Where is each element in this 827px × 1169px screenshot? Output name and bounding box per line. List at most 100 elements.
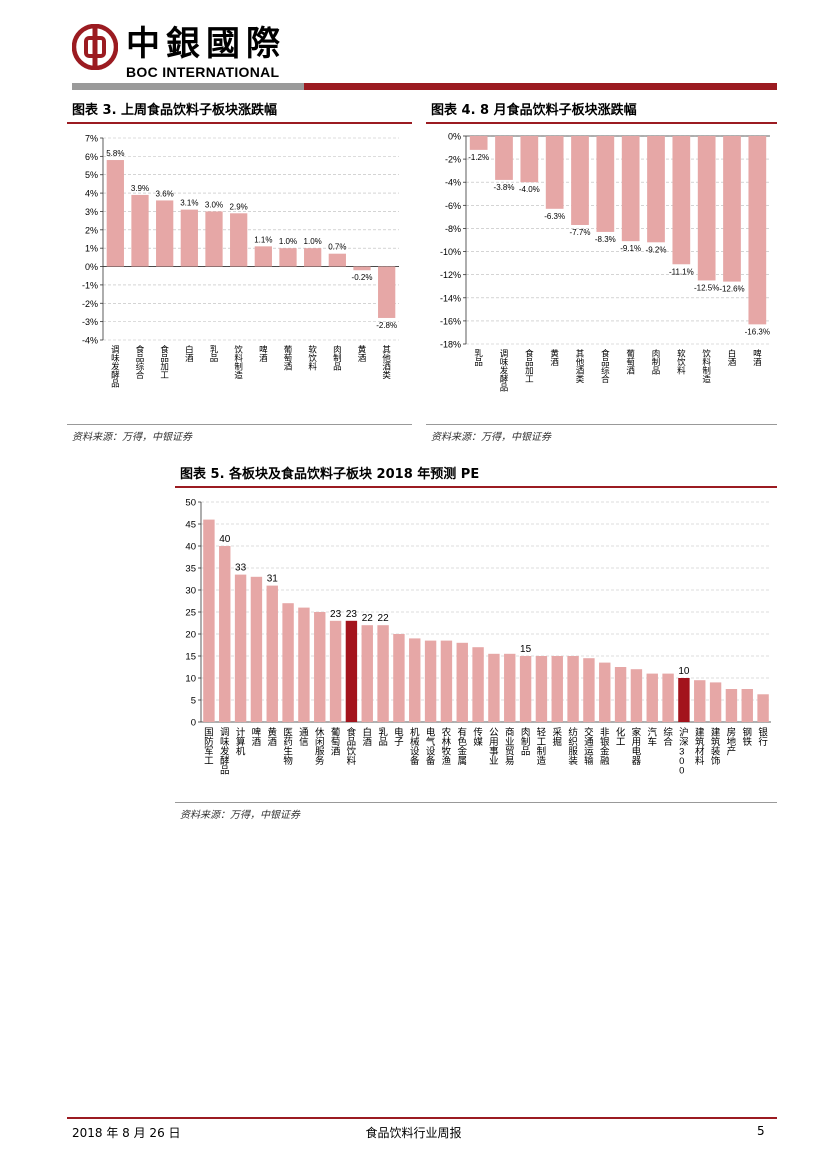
- fig5-chart: 50454035302520151050国防军工40调味发酵品33计算机啤酒31…: [185, 498, 771, 777]
- fig3-data-label: 1.0%: [279, 237, 297, 246]
- fig3-bar: [230, 213, 248, 267]
- fig3-data-label: 3.9%: [131, 184, 149, 193]
- fig5-ytick-label: 40: [185, 542, 196, 553]
- fig3-bar: [106, 160, 124, 267]
- fig5-ytick-label: 50: [185, 498, 196, 509]
- fig5-category-label: 白酒: [363, 727, 373, 749]
- fig5-bar: [345, 620, 358, 722]
- fig5-category-label: 国防军工: [204, 728, 214, 768]
- boc-logo-icon: [72, 24, 118, 70]
- fig4-ytick-label: -18%: [440, 340, 461, 350]
- fig3-category-label: 食品综合: [136, 345, 145, 381]
- fig5-category-label: 农林牧渔: [442, 727, 452, 768]
- fig4-category-label: 饮料制造: [702, 349, 711, 385]
- fig4-category-label: 白酒: [728, 349, 737, 368]
- fig3-data-label: 3.1%: [180, 199, 198, 208]
- fig5-data-label: 23: [330, 609, 342, 620]
- fig3-category-label: 黄酒: [358, 345, 367, 364]
- fig4-category-label: 食品加工: [525, 349, 534, 385]
- fig3-ytick-label: 4%: [85, 189, 98, 199]
- fig3-ytick-label: 0%: [85, 262, 98, 272]
- fig4-bar: [571, 136, 589, 225]
- footer-rule: [67, 1117, 777, 1119]
- fig5-category-label: 调味发酵品: [220, 728, 230, 777]
- fig4-data-label: -4.0%: [519, 185, 540, 194]
- footer-date: 2018 年 8 月 26 日: [72, 1126, 181, 1140]
- fig5-bar: [314, 612, 326, 722]
- fig5-category-label: 休闲服务: [315, 727, 325, 768]
- fig3-source: 资料来源：万得，中银证券: [72, 432, 192, 443]
- fig5-bar: [377, 625, 389, 722]
- fig5-category-label: 公用事业: [489, 728, 499, 768]
- fig5-category-label: 纺织服装: [568, 727, 578, 768]
- fig5-category-label: 食品饮料: [347, 727, 357, 768]
- fig3-category-label: 软饮料: [308, 345, 317, 372]
- fig3-bar: [328, 253, 346, 267]
- fig5-top-rule: [175, 486, 777, 488]
- fig3-data-label: 5.8%: [106, 149, 124, 158]
- fig3-data-label: 3.0%: [205, 200, 223, 209]
- fig4-ytick-label: -2%: [445, 155, 461, 165]
- fig3-title: 图表 3. 上周食品饮料子板块涨跌幅: [72, 103, 278, 118]
- fig5-bar: [409, 638, 421, 722]
- fig4-title: 图表 4. 8 月食品饮料子板块涨跌幅: [431, 103, 637, 118]
- fig5-bar: [472, 647, 484, 722]
- fig4-category-label: 啤酒: [753, 349, 762, 368]
- fig3-category-label: 啤酒: [259, 345, 268, 364]
- fig3-ytick-label: -3%: [82, 317, 98, 327]
- fig5-bar: [393, 634, 405, 722]
- fig5-bar: [694, 680, 706, 722]
- fig3-bottom-rule: [67, 424, 412, 425]
- fig5-category-label: 家用电器: [632, 727, 642, 768]
- fig4-data-label: -7.7%: [570, 228, 591, 237]
- fig5-category-label: 啤酒: [252, 727, 262, 749]
- fig5-bar: [630, 669, 643, 722]
- fig5-category-label: 传媒: [473, 727, 483, 749]
- fig5-bar: [234, 574, 247, 722]
- fig5-ytick-label: 0: [191, 718, 196, 729]
- fig3-data-label: 1.1%: [254, 235, 272, 244]
- fig3-ytick-label: 2%: [85, 225, 98, 235]
- fig3-ytick-label: 7%: [85, 134, 98, 144]
- fig5-category-label: 乳品: [378, 727, 388, 749]
- fig5-category-label: 沪深 3 0 0: [679, 727, 689, 777]
- fig5-bar: [488, 653, 500, 722]
- fig5-bar: [646, 673, 658, 722]
- fig5-category-label: 电子: [394, 727, 404, 749]
- fig4-bar: [596, 136, 615, 232]
- fig4-ytick-label: -6%: [445, 201, 461, 211]
- fig5-category-label: 轻工制造: [537, 727, 547, 768]
- fig5-bar: [662, 673, 674, 722]
- fig5-category-label: 化工: [616, 727, 626, 749]
- fig5-bar: [709, 682, 722, 722]
- fig5-bar: [203, 519, 215, 722]
- fig4-bar: [621, 136, 640, 242]
- fig5-bar: [424, 640, 437, 722]
- fig4-category-label: 调味发酵品: [500, 349, 509, 393]
- fig5-category-label: 综合: [663, 727, 673, 749]
- fig4-data-label: -3.8%: [494, 183, 515, 192]
- fig5-category-label: 采掘: [553, 728, 563, 749]
- logo-english-name: BOC INTERNATIONAL: [126, 64, 280, 80]
- fig5-category-label: 商业贸易: [505, 727, 515, 768]
- fig3-category-label: 白酒: [185, 345, 194, 364]
- fig4-bar: [647, 136, 665, 243]
- fig5-data-label: 22: [362, 613, 374, 624]
- fig5-data-label: 23: [346, 609, 358, 620]
- fig5-data-label: 31: [267, 574, 279, 585]
- footer-page-number: 5: [757, 1124, 765, 1138]
- fig4-chart: 0% -2% -4% -6% -8% -10% -12% -14% -16% -18% -1.2% 乳…: [440, 132, 770, 393]
- fig4-bottom-rule: [426, 424, 777, 425]
- fig3-data-label: 3.6%: [156, 189, 174, 198]
- fig5-category-label: 建筑装饰: [711, 727, 721, 768]
- fig4-ytick-label: -12%: [440, 270, 461, 280]
- fig5-category-label: 钢铁: [743, 727, 753, 749]
- fig4-source: 资料来源：万得，中银证券: [431, 432, 551, 443]
- fig5-category-label: 通信: [299, 728, 309, 749]
- fig3-data-label: 1.0%: [304, 237, 322, 246]
- fig5-bar: [567, 656, 579, 722]
- fig5-ytick-label: 25: [185, 608, 196, 619]
- fig5-data-label: 15: [520, 644, 532, 655]
- fig4-data-label: -6.3%: [544, 212, 565, 221]
- fig5-bottom-rule: [175, 802, 777, 803]
